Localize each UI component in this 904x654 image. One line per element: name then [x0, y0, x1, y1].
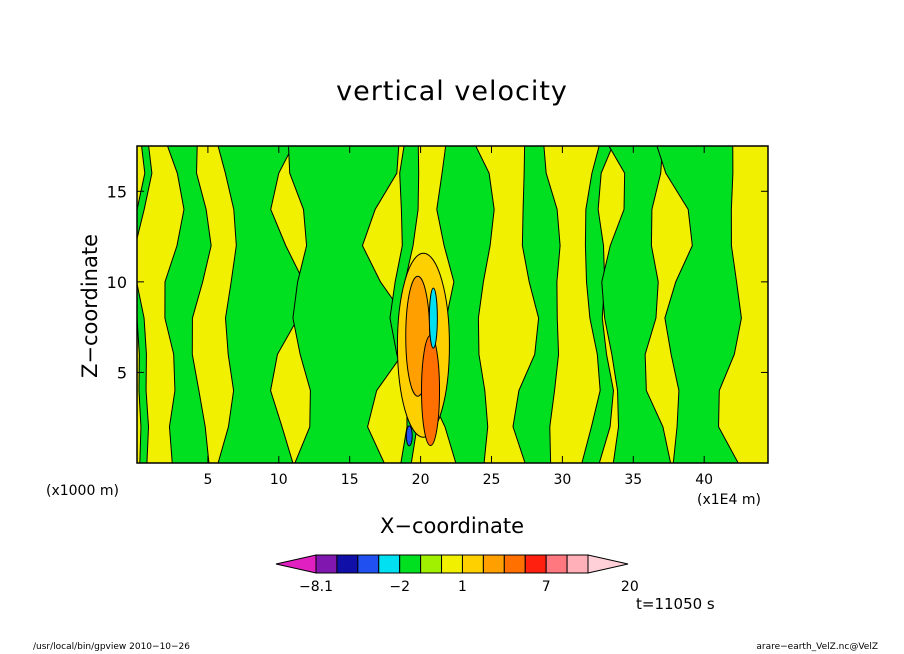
axes: 5 10 15 20 25 30 35 40 5 10 15 [107, 146, 768, 488]
y-tick-label: 5 [117, 363, 127, 382]
x-tick-label: 10 [270, 472, 288, 488]
colorbar-tick-label: −2 [389, 579, 410, 595]
colorbar-box [461, 554, 484, 574]
downdraft-zone [217, 146, 305, 463]
colorbar-tick-label: 20 [621, 579, 639, 595]
contour-field [137, 146, 768, 463]
y-tick-label: 10 [107, 273, 127, 292]
colorbar-box [357, 554, 380, 574]
x-tick-label: 20 [412, 472, 430, 488]
colorbar-box [441, 554, 463, 574]
downdraft-core [428, 287, 438, 349]
colorbar: −8.1 −2 1 7 20 [275, 554, 639, 595]
colorbar-box [545, 554, 568, 574]
downdraft-zone [137, 146, 153, 463]
x-unit-left: (x1000 m) [46, 483, 119, 499]
downdraft-zone [581, 146, 614, 463]
x-tick-label: 25 [483, 472, 501, 488]
colorbar-tick-label: 1 [458, 579, 467, 595]
colorbar-tick-label: 7 [542, 579, 551, 595]
footer-right: arare−earth_VelZ.nc@VelZ [756, 642, 878, 652]
x-unit-right: (x1E4 m) [697, 492, 761, 508]
colorbar-box [315, 554, 338, 574]
footer-left: /usr/local/bin/gpview 2010−10−26 [33, 642, 191, 652]
colorbar-box [566, 554, 589, 574]
colorbar-box [378, 554, 401, 574]
y-axis-label: Z−coordinate [78, 234, 102, 378]
colorbar-box [482, 554, 505, 574]
downdraft-zone [164, 146, 212, 463]
colorbar-box [420, 554, 443, 574]
x-tick-label: 5 [203, 472, 212, 488]
colorbar-end-high [587, 554, 629, 574]
downdraft-core-lower [405, 425, 413, 447]
downdraft-zone [601, 146, 672, 463]
time-label: t=11050 s [636, 595, 715, 613]
colorbar-box [399, 554, 422, 574]
colorbar-box [503, 554, 526, 574]
x-axis-label: X−coordinate [380, 514, 524, 538]
downdraft-zone [288, 146, 407, 463]
plot-frame [136, 145, 769, 464]
x-tick-label: 15 [341, 472, 359, 488]
downdraft-zone [512, 146, 561, 463]
x-tick-label: 35 [624, 472, 642, 488]
colorbar-end-low [275, 554, 317, 574]
y-tick-label: 15 [107, 182, 127, 201]
x-tick-label: 30 [553, 472, 571, 488]
updraft-core-lower [421, 335, 441, 447]
colorbar-box [336, 554, 359, 574]
colorbar-tick-label: −8.1 [299, 579, 333, 595]
chart-title: vertical velocity [336, 76, 568, 107]
colorbar-box [524, 554, 547, 574]
x-tick-label: 40 [695, 472, 713, 488]
downdraft-zone [656, 146, 742, 463]
